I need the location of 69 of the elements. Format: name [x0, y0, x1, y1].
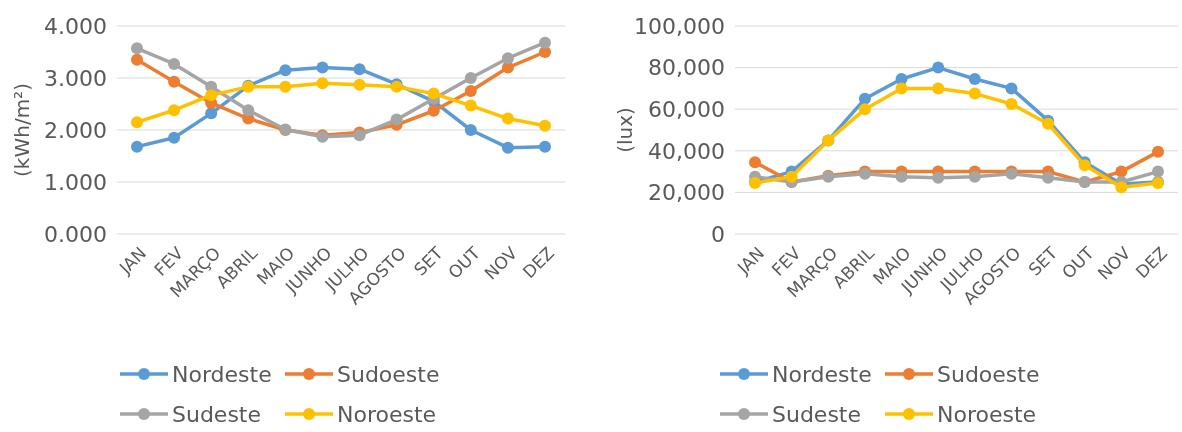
y-axis-title: (kWh/m²): [10, 83, 34, 177]
point: [390, 113, 403, 126]
point: [205, 107, 218, 120]
point: [464, 99, 477, 112]
point: [464, 72, 477, 84]
point: [539, 36, 551, 49]
legend-label: Sudeste: [772, 401, 862, 427]
point: [1005, 82, 1018, 95]
legend-label: Sudeste: [172, 401, 262, 427]
point: [279, 64, 292, 77]
point: [932, 171, 945, 184]
y-tick-label: 100,000: [634, 13, 725, 39]
y-tick-label: 40,000: [648, 138, 725, 164]
point: [464, 124, 477, 136]
point: [168, 57, 181, 70]
point: [1115, 165, 1128, 178]
point: [968, 73, 981, 86]
point: [858, 92, 871, 105]
point: [131, 53, 143, 66]
point: [242, 104, 255, 117]
point: [131, 42, 143, 55]
point: [1152, 165, 1164, 178]
point: [168, 131, 181, 144]
point: [279, 80, 292, 93]
y-tick-label: 0: [711, 221, 725, 247]
legend-label: Nordeste: [772, 361, 872, 387]
point: [932, 61, 945, 74]
point: [858, 103, 871, 116]
y-tick-label: 20,000: [648, 180, 725, 206]
point: [932, 82, 945, 95]
y-tick-label: 0.000: [44, 221, 107, 247]
point: [501, 112, 514, 125]
point: [785, 170, 798, 183]
y-tick-label: 80,000: [648, 55, 725, 81]
point: [427, 87, 440, 100]
legend-label: Noroeste: [337, 401, 437, 427]
point: [501, 52, 514, 65]
point: [316, 77, 329, 90]
point: [205, 89, 218, 102]
point: [131, 140, 143, 153]
point: [539, 140, 551, 153]
point: [1042, 171, 1055, 184]
point: [464, 85, 477, 97]
y-tick-label: 60,000: [648, 96, 725, 122]
point: [968, 87, 981, 100]
legend-label: Sudoeste: [937, 361, 1040, 387]
point: [131, 116, 143, 129]
point: [501, 141, 514, 154]
point: [353, 63, 366, 76]
point: [353, 78, 366, 91]
y-tick-label: 4.000: [44, 13, 107, 39]
point: [168, 104, 181, 117]
point: [895, 170, 908, 183]
point: [749, 156, 761, 169]
point: [539, 119, 551, 132]
point: [316, 61, 329, 74]
legend-label: Sudoeste: [337, 361, 440, 387]
point: [968, 170, 981, 183]
y-tick-label: 2.000: [44, 117, 107, 143]
legend-label: Noroeste: [937, 401, 1037, 427]
legend-label: Nordeste: [172, 361, 272, 387]
y-tick-label: 3.000: [44, 65, 107, 91]
y-tick-label: 1.000: [44, 169, 107, 195]
point: [1005, 98, 1018, 110]
y-axis-title: (lux): [613, 107, 637, 153]
point: [168, 75, 181, 88]
point: [895, 82, 908, 95]
point: [1152, 145, 1164, 158]
point: [427, 104, 440, 117]
